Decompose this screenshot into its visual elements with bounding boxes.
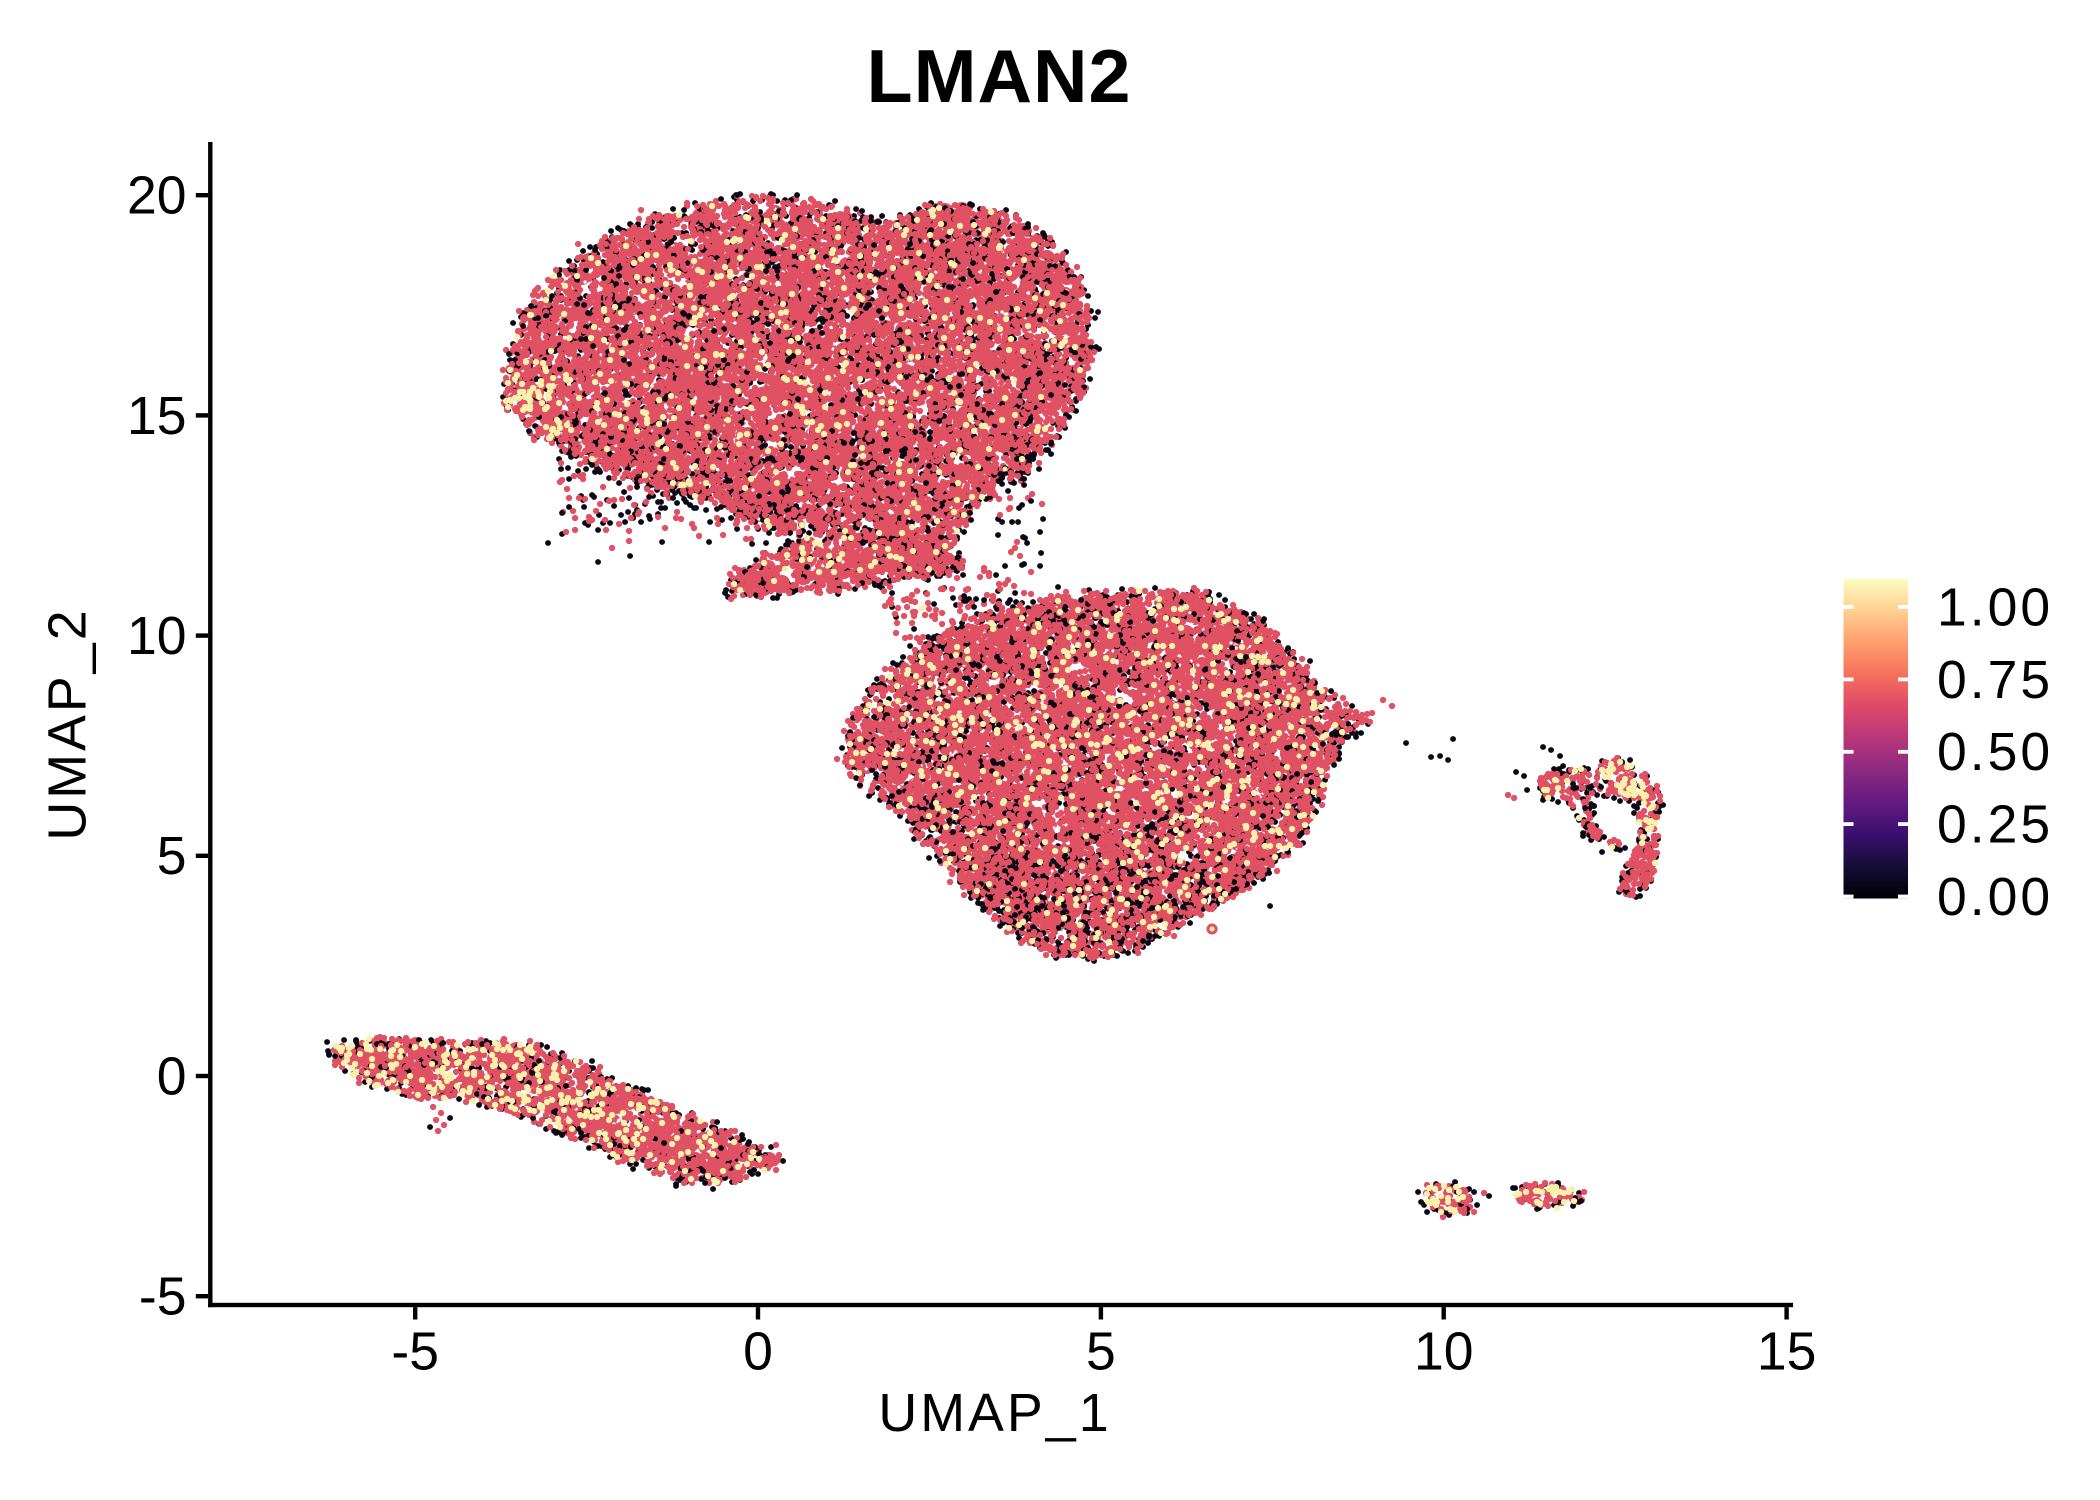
- svg-text:15: 15: [1757, 1323, 1817, 1382]
- svg-text:0.75: 0.75: [1937, 651, 2053, 710]
- svg-text:0: 0: [743, 1323, 773, 1382]
- svg-text:0.25: 0.25: [1937, 796, 2053, 855]
- svg-text:0: 0: [157, 1047, 187, 1106]
- svg-text:-5: -5: [139, 1268, 187, 1327]
- svg-text:10: 10: [127, 607, 187, 666]
- svg-text:5: 5: [157, 827, 187, 886]
- svg-text:10: 10: [1414, 1323, 1474, 1382]
- svg-text:1.00: 1.00: [1937, 578, 2053, 637]
- svg-text:0.00: 0.00: [1937, 868, 2053, 927]
- svg-text:0.50: 0.50: [1937, 723, 2053, 782]
- svg-text:-5: -5: [391, 1323, 439, 1382]
- svg-text:LMAN2: LMAN2: [866, 34, 1131, 118]
- svg-text:20: 20: [127, 167, 187, 226]
- svg-text:UMAP_1: UMAP_1: [878, 1383, 1111, 1443]
- svg-text:15: 15: [127, 387, 187, 446]
- svg-text:5: 5: [1086, 1323, 1116, 1382]
- svg-text:UMAP_2: UMAP_2: [38, 607, 98, 840]
